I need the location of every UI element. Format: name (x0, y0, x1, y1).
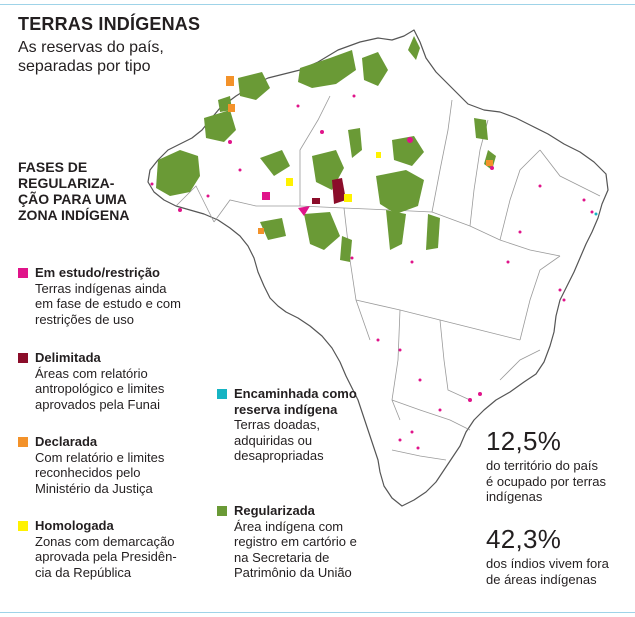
encaminhada-areas (594, 212, 598, 216)
stat-territory-value: 12,5% (486, 426, 562, 456)
legend-desc: em fase de estudo e com (35, 296, 181, 311)
legend-item-regularizada: Regularizada Área indígena com registro … (217, 503, 387, 581)
state-borders (175, 95, 601, 461)
em-estudo-areas (150, 94, 594, 450)
legend-title-line-1: FASES DE (18, 159, 88, 175)
legend-desc: aprovados pela Funai (35, 396, 161, 412)
legend-item-encaminhada: Encaminhada como reserva indígena Terras… (217, 386, 377, 464)
legend-title-line-4: ZONA INDÍGENA (18, 207, 130, 223)
legend-desc: Áreas com relatório (35, 365, 148, 381)
legend-desc: reconhecidos pelo (35, 465, 141, 480)
legend-item-homologada: Homologada Zonas com demarcação aprovada… (18, 518, 218, 580)
stat-desc-line: indígenas (486, 489, 543, 504)
legend-desc: aprovada pela Presidên- (35, 549, 177, 564)
stat-desc-line: do território do país (486, 458, 599, 473)
legend-item-declarada: Declarada Com relatório e limites reconh… (18, 434, 218, 496)
stat-desc-line: é ocupado por terras (486, 473, 606, 489)
stat-indios-value: 42,3% (486, 524, 562, 554)
legend-swatch-regularizada (217, 506, 227, 516)
legend-desc: Terras doadas, (234, 417, 320, 432)
legend-swatch-delimitada (18, 353, 28, 363)
legend-swatch-encaminhada (217, 389, 227, 399)
map-title: TERRAS INDÍGENAS (18, 14, 201, 34)
legend-desc: restrições de uso (35, 311, 134, 327)
declarada-areas (226, 76, 493, 234)
legend-desc: adquiridas ou (234, 432, 313, 448)
homologada-areas (286, 152, 381, 202)
legend-swatch-em-estudo (18, 268, 28, 278)
legend-item-em-estudo: Em estudo/restrição Terras indígenas ain… (18, 265, 218, 327)
stat-indios-desc: dos índios vivem fora de áreas indígenas (486, 556, 626, 587)
delimitada-areas (312, 178, 346, 204)
bottom-rule (0, 612, 635, 613)
legend-desc: Patrimônio da União (234, 565, 352, 580)
legend-swatch-homologada (18, 521, 28, 531)
legend-label: Em estudo/restrição (35, 265, 160, 280)
legend-label: Homologada (35, 518, 114, 533)
stat-desc-line: de áreas indígenas (486, 571, 597, 587)
country-outline (147, 29, 609, 507)
stat-territory-desc: do território do país é ocupado por terr… (486, 458, 626, 505)
legend-label: Declarada (35, 434, 98, 449)
legend-desc: desapropriadas (234, 448, 324, 463)
subtitle-line-1: As reservas do país, (18, 39, 164, 56)
legend-item-delimitada: Delimitada Áreas com relatório antropoló… (18, 350, 218, 412)
legend-desc: Área indígena com (234, 518, 344, 534)
top-rule (0, 4, 635, 5)
legend-label: Delimitada (35, 350, 101, 365)
legend-desc: Com relatório e limites (35, 449, 165, 465)
stat-desc-line: dos índios vivem fora (486, 556, 609, 571)
regularizada-areas (156, 36, 496, 262)
legend-title: FASES DE REGULARIZA- ÇÃO PARA UMA ZONA I… (18, 159, 138, 223)
legend-label: Encaminhada como (234, 386, 357, 401)
legend-label: Regularizada (234, 503, 315, 518)
legend-desc: Ministério da Justiça (35, 480, 153, 496)
legend-desc: antropológico e limites (35, 381, 165, 396)
legend-desc: na Secretaria de (234, 549, 330, 565)
legend-desc: Zonas com demarcação (35, 533, 175, 549)
legend-swatch-declarada (18, 437, 28, 447)
legend-title-line-3: ÇÃO PARA UMA (18, 191, 127, 207)
legend-desc: Terras indígenas ainda (35, 280, 167, 296)
legend-title-line-2: REGULARIZA- (18, 175, 115, 191)
legend-desc: registro em cartório e (234, 534, 357, 549)
legend-desc: cia da República (35, 564, 132, 580)
legend-label: reserva indígena (234, 401, 338, 417)
subtitle-line-2: separadas por tipo (18, 58, 151, 75)
map-subtitle: As reservas do país, separadas por tipo (18, 38, 218, 76)
